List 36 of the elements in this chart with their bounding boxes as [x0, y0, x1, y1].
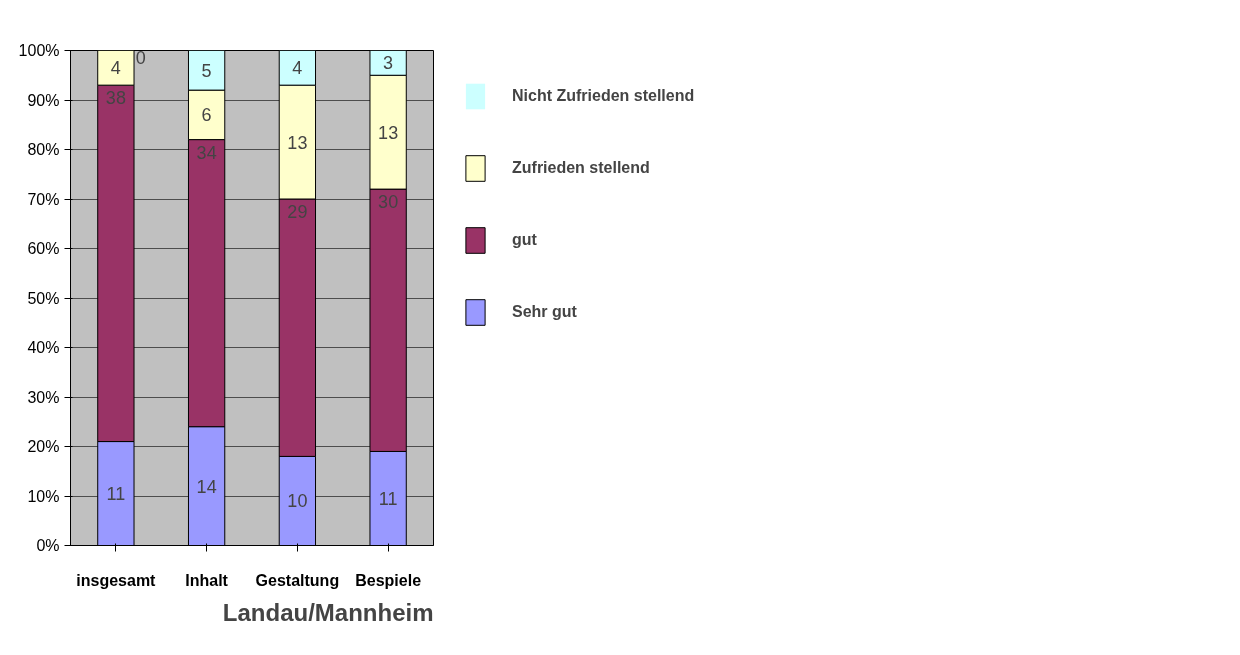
legend-label: Nicht Zufrieden stellend [512, 87, 695, 105]
y-tick-label: 70% [27, 190, 60, 208]
y-tick-label: 50% [27, 289, 60, 307]
annotation: 4 [110, 58, 121, 79]
y-tick-label: 80% [27, 141, 60, 158]
annotation: 13 [287, 132, 308, 153]
x-tick-label: insgesamt [76, 571, 157, 589]
y-tick-label: 20% [27, 438, 60, 455]
y-tick-label: 10% [27, 487, 60, 505]
annotation: 29 [287, 202, 308, 222]
y-tick-label: 40% [27, 339, 60, 356]
annotation: 3 [383, 53, 394, 74]
y-tick-label: 100% [18, 42, 60, 59]
annotation: 38 [105, 88, 126, 109]
annotation: 34 [196, 142, 217, 163]
legend-label: gut [512, 231, 537, 249]
annotation: 13 [378, 122, 399, 143]
y-tick-label: 0% [36, 537, 60, 554]
annotation: 0 [135, 47, 146, 68]
x-tick-label: Bespiele [355, 571, 422, 589]
legend-label: Zufrieden stellend [512, 159, 650, 177]
y-tick-label: 90% [27, 91, 60, 109]
annotation: 11 [106, 484, 126, 505]
y-tick-label: 60% [27, 240, 60, 257]
annotation: 5 [201, 60, 212, 81]
text: Landau/Mannheim [222, 598, 434, 626]
annotation: 14 [196, 476, 217, 497]
annotation: 4 [292, 58, 303, 79]
y-tick-label: 30% [27, 388, 60, 406]
annotation: 30 [378, 192, 399, 213]
annotation: 6 [201, 105, 212, 126]
legend-label: Sehr gut [512, 303, 577, 321]
annotation: 11 [378, 488, 398, 509]
x-tick-label: Inhalt [185, 571, 229, 589]
x-tick-label: Gestaltung [255, 571, 340, 589]
annotation: 10 [287, 491, 308, 512]
